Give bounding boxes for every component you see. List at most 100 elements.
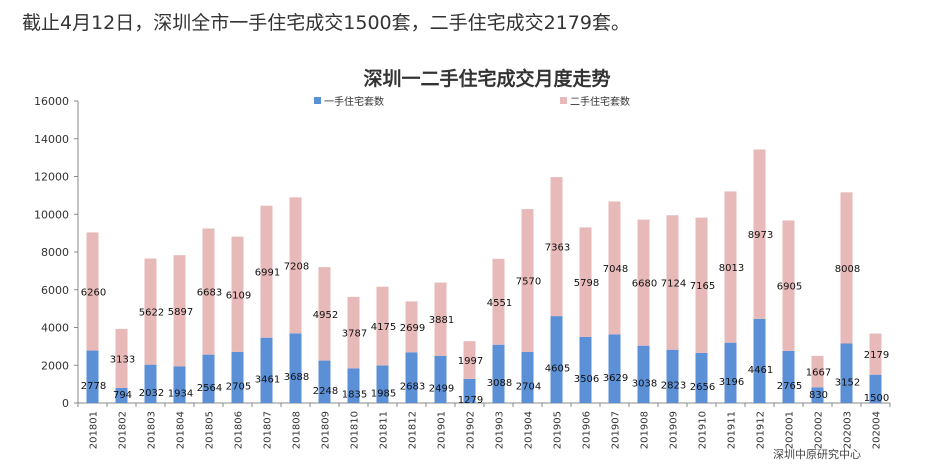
data-label-new-home: 830 [809,390,828,401]
bar-resale-home [666,215,679,350]
data-label-resale-home: 7363 [545,243,570,254]
bar-resale-home [86,232,99,351]
y-tick-label: 0 [62,397,69,410]
x-tick-label: 201810 [350,411,361,449]
data-label-resale-home: 1997 [458,356,483,367]
y-tick-label: 8000 [41,246,69,259]
data-label-new-home: 2032 [139,388,164,399]
x-tick-label: 201909 [669,411,680,449]
bar-resale-home [318,267,331,361]
data-label-resale-home: 7208 [284,261,309,272]
x-tick-label: 201806 [234,411,245,449]
x-tick-label: 202001 [785,411,796,449]
data-label-resale-home: 4175 [371,322,396,333]
data-label-new-home: 794 [113,390,132,401]
data-label-resale-home: 7124 [661,278,686,289]
x-tick-label: 202004 [872,411,883,449]
data-label-new-home: 3038 [632,378,657,389]
data-label-new-home: 3506 [574,374,599,385]
bar-resale-home [695,217,708,353]
data-label-resale-home: 3787 [342,329,367,340]
bar-new-home [260,337,273,403]
data-label-new-home: 2656 [690,382,715,393]
data-label-new-home: 2704 [516,381,541,392]
bar-new-home [347,368,360,403]
data-label-resale-home: 6991 [255,268,280,279]
bar-new-home [579,336,592,403]
x-tick-label: 201807 [263,411,274,449]
x-tick-label: 201811 [379,411,390,449]
data-label-resale-home: 8008 [835,264,860,275]
bar-resale-home [840,192,853,344]
x-tick-label: 201901 [437,411,448,449]
bar-resale-home [115,328,128,389]
bar-new-home [724,342,737,403]
y-tick-label: 2000 [41,359,69,372]
x-tick-label: 202002 [814,411,825,449]
bar-new-home [115,388,128,403]
data-label-resale-home: 3133 [110,354,135,365]
bar-resale-home [231,236,244,352]
data-label-resale-home: 5622 [139,308,164,319]
bar-resale-home [405,301,418,353]
data-label-new-home: 3461 [255,374,280,385]
bar-resale-home [637,219,650,346]
bar-resale-home [724,191,737,343]
bar-resale-home [463,341,476,379]
headline: 截止4月12日，深圳全市一手住宅成交1500套，二手住宅成交2179套。 [22,12,630,34]
bar-resale-home [347,296,360,369]
bar-resale-home [869,333,882,375]
data-label-new-home: 1500 [864,393,889,404]
data-label-resale-home: 2699 [400,323,425,334]
x-tick-label: 201910 [698,411,709,449]
data-label-new-home: 1985 [371,388,396,399]
source-label: 深圳中原研究中心 [773,448,861,461]
y-tick-label: 12000 [34,171,69,184]
bar-new-home [608,334,621,403]
y-tick-label: 16000 [34,95,69,108]
data-label-new-home: 3688 [284,372,309,383]
x-tick-label: 201805 [205,411,216,449]
bar-resale-home [144,258,157,365]
bar-new-home [782,350,795,403]
bar-resale-home [608,201,621,335]
bar-new-home [753,318,766,403]
bar-new-home [521,351,534,403]
bar-resale-home [782,220,795,351]
data-label-resale-home: 4952 [313,310,338,321]
data-label-new-home: 2823 [661,380,686,391]
x-tick-label: 201803 [147,411,158,449]
x-tick-label: 201902 [466,411,477,449]
bar-resale-home [260,205,273,338]
bar-new-home [869,374,882,403]
bar-resale-home [289,197,302,334]
bar-new-home [376,365,389,403]
data-label-new-home: 1835 [342,390,367,401]
bar-resale-home [173,255,186,367]
x-tick-label: 201801 [89,411,100,449]
x-tick-label: 201812 [408,411,419,449]
data-label-resale-home: 6109 [226,290,251,301]
x-tick-label: 201802 [118,411,129,449]
data-label-new-home: 2778 [81,381,106,392]
bar-new-home [811,387,824,403]
bar-new-home [550,316,563,403]
y-tick-label: 10000 [34,208,69,221]
x-tick-label: 201904 [524,411,535,449]
chart-title: 深圳一二手住宅成交月度走势 [363,67,610,90]
data-label-resale-home: 6260 [81,287,106,298]
bar-new-home [173,366,186,403]
bar-new-home [202,354,215,403]
x-tick-label: 202003 [843,411,854,449]
bar-new-home [289,333,302,403]
data-label-new-home: 2248 [313,386,338,397]
x-tick-label: 201906 [582,411,593,449]
data-label-new-home: 3152 [835,377,860,388]
bar-new-home [86,350,99,403]
bar-new-home [637,345,650,403]
data-label-resale-home: 1667 [806,368,831,379]
x-tick-label: 201905 [553,411,564,449]
data-label-resale-home: 8973 [748,230,773,241]
legend-swatch [314,97,321,104]
